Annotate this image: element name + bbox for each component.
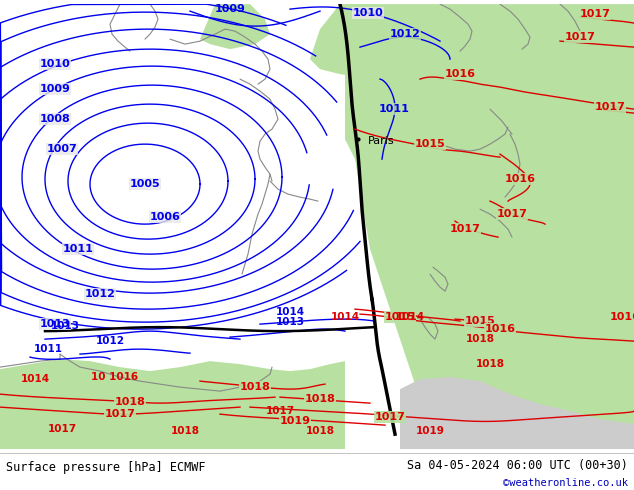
Text: 1013: 1013 (39, 319, 70, 329)
Text: 1016: 1016 (609, 312, 634, 322)
Text: 1014: 1014 (396, 312, 425, 322)
Text: 1014: 1014 (275, 307, 304, 317)
Text: 1015: 1015 (465, 316, 495, 326)
Polygon shape (200, 4, 270, 49)
Text: 1017: 1017 (595, 102, 625, 112)
Text: 1018: 1018 (171, 426, 200, 436)
Text: 1005: 1005 (130, 179, 160, 189)
Text: 1018: 1018 (240, 382, 271, 392)
Text: 1016: 1016 (505, 174, 536, 184)
Text: Surface pressure [hPa] ECMWF: Surface pressure [hPa] ECMWF (6, 461, 206, 474)
Text: 1018: 1018 (476, 359, 505, 369)
Text: 1012: 1012 (96, 336, 124, 346)
Text: 1019: 1019 (280, 416, 311, 426)
Text: 1012: 1012 (84, 289, 115, 299)
Text: 1018: 1018 (304, 394, 335, 404)
Text: 1008: 1008 (39, 114, 70, 124)
Text: 1017: 1017 (564, 32, 595, 42)
Text: 1009: 1009 (39, 84, 70, 94)
Text: 1016: 1016 (444, 69, 476, 79)
Text: 1015: 1015 (385, 312, 415, 322)
Text: 1011: 1011 (378, 104, 410, 114)
Text: 1017: 1017 (48, 424, 77, 434)
Polygon shape (345, 4, 634, 449)
Text: 1017: 1017 (496, 209, 527, 219)
Text: 1018: 1018 (306, 426, 335, 436)
Text: 1018: 1018 (465, 334, 495, 344)
Polygon shape (0, 359, 345, 449)
Text: ©weatheronline.co.uk: ©weatheronline.co.uk (503, 478, 628, 489)
Text: 1012: 1012 (389, 29, 420, 39)
Text: 1017: 1017 (579, 9, 611, 19)
Text: 1017: 1017 (450, 224, 481, 234)
Text: 1018: 1018 (115, 397, 145, 407)
Text: 1014: 1014 (20, 374, 49, 384)
Text: 10 1016: 10 1016 (91, 372, 139, 382)
Text: 1015: 1015 (415, 139, 445, 149)
Text: 1010: 1010 (39, 59, 70, 69)
Text: 1009: 1009 (214, 4, 245, 14)
Text: Sa 04-05-2024 06:00 UTC (00+30): Sa 04-05-2024 06:00 UTC (00+30) (407, 459, 628, 471)
Text: 1017: 1017 (375, 412, 405, 422)
Text: 1010: 1010 (353, 8, 384, 18)
Text: 1019: 1019 (415, 426, 444, 436)
Text: 1017: 1017 (105, 409, 136, 419)
Text: 1017: 1017 (266, 406, 295, 416)
Text: 1013: 1013 (276, 317, 304, 327)
Polygon shape (310, 4, 420, 79)
Text: 1011: 1011 (63, 244, 93, 254)
Text: 1013: 1013 (51, 321, 79, 331)
Text: 1014: 1014 (330, 312, 359, 322)
Text: 1011: 1011 (34, 344, 63, 354)
Polygon shape (400, 377, 634, 449)
Text: 1007: 1007 (47, 144, 77, 154)
Text: 1006: 1006 (150, 212, 181, 222)
Text: Paris: Paris (368, 136, 394, 146)
Text: 1016: 1016 (484, 324, 515, 334)
